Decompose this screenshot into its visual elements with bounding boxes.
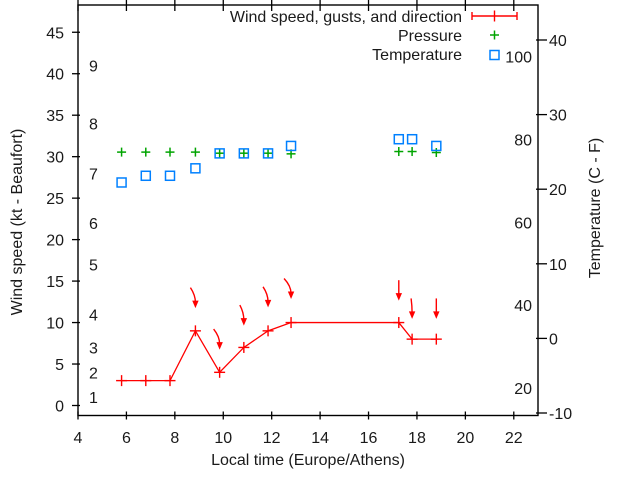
y-left-tick-label: 10 bbox=[46, 316, 64, 333]
wind-direction-arrow-head bbox=[216, 342, 223, 350]
y-right-tick-label: 20 bbox=[549, 182, 567, 199]
beaufort-label: 3 bbox=[89, 340, 98, 357]
temperature-point-marker bbox=[116, 177, 127, 188]
y-left-tick-label: 35 bbox=[46, 108, 64, 125]
beaufort-label: 1 bbox=[89, 390, 98, 407]
y-left-tick-label: 0 bbox=[55, 399, 64, 416]
wind-direction-arrow-shaft bbox=[283, 278, 292, 294]
y-right-tick-label: 0 bbox=[549, 331, 558, 348]
fahrenheit-label: 60 bbox=[514, 215, 532, 232]
series-open-square bbox=[116, 133, 442, 188]
fahrenheit-label: 40 bbox=[514, 298, 532, 315]
wind-direction-arrow-shaft bbox=[239, 304, 245, 321]
y-right-axis-title: Temperature (C - F) bbox=[587, 138, 604, 278]
x-tick-label: 8 bbox=[170, 430, 179, 447]
legend: Wind speed, gusts, and direction Pressur… bbox=[230, 9, 518, 64]
temperature-point-marker bbox=[262, 148, 274, 159]
x-tick-label: 20 bbox=[456, 430, 474, 447]
legend-markers bbox=[471, 10, 518, 61]
y-left-tick-label: 40 bbox=[46, 67, 64, 84]
x-axis-title: Local time (Europe/Athens) bbox=[211, 452, 405, 469]
x-tick-label: 18 bbox=[408, 430, 426, 447]
axis-ticks: 4 6 8 10 12 14 16 18 20 2205101520253035404512345… bbox=[46, 0, 572, 447]
series-line+plus bbox=[116, 317, 442, 387]
temperature-point-marker bbox=[406, 133, 418, 145]
x-tick-label: 4 bbox=[74, 430, 83, 447]
y-left-axis-title: Wind speed (kt - Beaufort) bbox=[9, 129, 26, 316]
temperature-point-marker bbox=[140, 170, 152, 182]
x-tick-label: 10 bbox=[214, 430, 232, 447]
legend-temperature-marker bbox=[489, 49, 500, 61]
wind-direction-arrow-head bbox=[433, 311, 440, 319]
wind-direction-arrow-shaft bbox=[410, 298, 413, 314]
wind-direction-arrow-head bbox=[240, 318, 248, 326]
y-left-tick-label: 20 bbox=[46, 233, 64, 250]
beaufort-label: 4 bbox=[89, 307, 98, 324]
series-plus bbox=[117, 147, 441, 159]
x-tick-label: 22 bbox=[505, 430, 523, 447]
wind-direction-arrow-head bbox=[192, 300, 199, 309]
temperature-point-marker bbox=[431, 140, 442, 152]
x-tick-label: 12 bbox=[263, 430, 281, 447]
x-tick-label: 14 bbox=[311, 430, 329, 447]
y-right-tick-label: 10 bbox=[549, 257, 567, 274]
wind-direction-arrow-head bbox=[287, 291, 295, 300]
y-right-tick-label: 40 bbox=[549, 33, 567, 50]
series-arrow bbox=[189, 278, 440, 350]
wind-direction-arrow-head bbox=[408, 311, 416, 319]
wind-speed-line bbox=[121, 321, 437, 382]
beaufort-label: 9 bbox=[89, 58, 98, 75]
wind-direction-arrow-shaft bbox=[262, 286, 269, 302]
y-left-tick-label: 5 bbox=[55, 357, 64, 374]
wind-direction-arrow-head bbox=[395, 293, 402, 301]
plot-border bbox=[77, 4, 539, 417]
legend-label-wind: Wind speed, gusts, and direction bbox=[230, 9, 462, 26]
y-left-tick-label: 15 bbox=[46, 274, 64, 291]
y-left-tick-label: 30 bbox=[46, 150, 64, 167]
temperature-point-marker bbox=[190, 163, 201, 174]
temperature-point-marker bbox=[393, 133, 405, 145]
temperature-point-marker bbox=[214, 148, 225, 159]
wind-direction-arrow-shaft bbox=[189, 287, 197, 303]
fahrenheit-label: 80 bbox=[514, 132, 532, 149]
temperature-point-marker bbox=[238, 148, 250, 159]
wind-direction-arrow-shaft bbox=[213, 328, 221, 345]
beaufort-label: 7 bbox=[89, 166, 98, 183]
y-left-tick-label: 45 bbox=[46, 25, 64, 42]
beaufort-label: 2 bbox=[89, 365, 98, 382]
y-left-tick-label: 25 bbox=[46, 191, 64, 208]
wind-direction-arrow-head bbox=[264, 299, 272, 308]
fahrenheit-label: 100 bbox=[505, 50, 532, 67]
x-tick-label: 6 bbox=[122, 430, 131, 447]
legend-label-temperature: Temperature bbox=[372, 47, 462, 64]
beaufort-label: 5 bbox=[89, 257, 98, 274]
y-right-tick-label: 30 bbox=[549, 108, 567, 125]
y-right-tick-label: -10 bbox=[549, 406, 572, 423]
legend-label-pressure: Pressure bbox=[398, 28, 462, 45]
beaufort-label: 6 bbox=[89, 216, 98, 233]
x-tick-label: 16 bbox=[360, 430, 378, 447]
temperature-point-marker bbox=[164, 170, 176, 182]
temperature-point-marker bbox=[285, 140, 297, 152]
fahrenheit-label: 20 bbox=[514, 381, 532, 398]
beaufort-label: 8 bbox=[89, 116, 98, 133]
data-series bbox=[116, 133, 442, 387]
